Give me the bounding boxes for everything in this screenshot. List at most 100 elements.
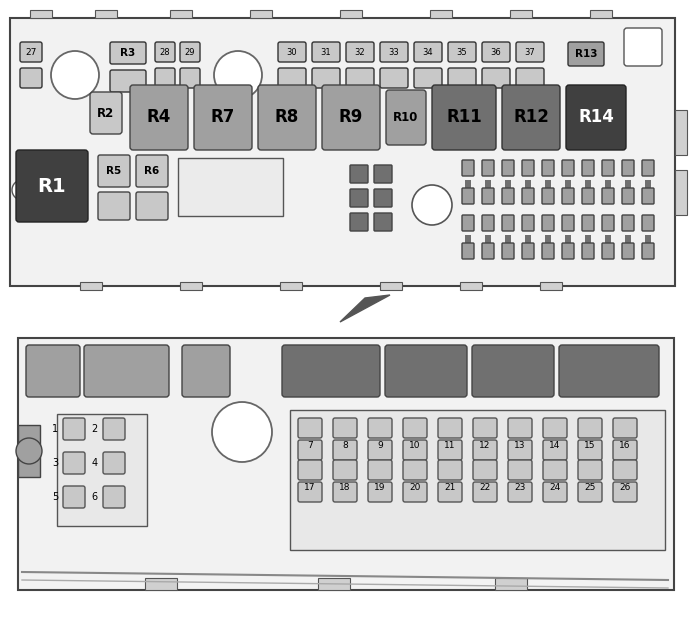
FancyBboxPatch shape — [103, 452, 125, 474]
Bar — [465, 180, 471, 190]
Bar — [525, 235, 531, 245]
Bar — [95, 10, 117, 18]
FancyBboxPatch shape — [403, 440, 427, 460]
FancyBboxPatch shape — [622, 188, 634, 204]
Bar — [625, 180, 631, 190]
FancyBboxPatch shape — [312, 68, 340, 88]
Text: 35: 35 — [457, 47, 467, 56]
FancyBboxPatch shape — [502, 188, 514, 204]
FancyBboxPatch shape — [438, 482, 462, 502]
FancyBboxPatch shape — [562, 188, 574, 204]
FancyBboxPatch shape — [522, 215, 534, 231]
FancyBboxPatch shape — [602, 215, 614, 231]
FancyBboxPatch shape — [374, 189, 392, 207]
FancyBboxPatch shape — [543, 482, 567, 502]
FancyBboxPatch shape — [472, 345, 554, 397]
Bar — [540, 282, 562, 290]
FancyBboxPatch shape — [542, 188, 554, 204]
Text: 16: 16 — [620, 440, 631, 449]
Text: 30: 30 — [287, 47, 297, 56]
Text: R1: R1 — [37, 176, 67, 196]
Text: 3: 3 — [52, 458, 58, 468]
Text: 6: 6 — [92, 492, 98, 502]
FancyBboxPatch shape — [98, 155, 130, 187]
Bar — [645, 180, 651, 190]
Bar — [545, 180, 551, 190]
FancyBboxPatch shape — [368, 418, 392, 438]
FancyBboxPatch shape — [582, 215, 594, 231]
FancyBboxPatch shape — [448, 68, 476, 88]
FancyBboxPatch shape — [403, 482, 427, 502]
FancyBboxPatch shape — [582, 188, 594, 204]
FancyBboxPatch shape — [602, 243, 614, 259]
FancyBboxPatch shape — [508, 482, 532, 502]
Text: 8: 8 — [342, 440, 348, 449]
Bar — [545, 235, 551, 245]
Text: R10: R10 — [394, 110, 419, 124]
FancyBboxPatch shape — [63, 486, 85, 508]
Text: 2: 2 — [91, 424, 98, 434]
FancyBboxPatch shape — [482, 188, 494, 204]
FancyBboxPatch shape — [542, 160, 554, 176]
FancyBboxPatch shape — [403, 418, 427, 438]
Text: R3: R3 — [121, 48, 136, 58]
FancyBboxPatch shape — [26, 345, 80, 397]
FancyBboxPatch shape — [278, 42, 306, 62]
FancyBboxPatch shape — [613, 460, 637, 480]
Text: 32: 32 — [355, 47, 365, 56]
FancyBboxPatch shape — [473, 460, 497, 480]
Circle shape — [51, 51, 99, 99]
Text: R5: R5 — [106, 166, 122, 176]
Circle shape — [12, 180, 32, 200]
FancyBboxPatch shape — [502, 160, 514, 176]
Bar — [495, 578, 527, 590]
FancyBboxPatch shape — [522, 188, 534, 204]
FancyBboxPatch shape — [385, 345, 467, 397]
FancyBboxPatch shape — [482, 68, 510, 88]
FancyBboxPatch shape — [578, 440, 602, 460]
Text: R11: R11 — [446, 108, 482, 126]
FancyBboxPatch shape — [374, 165, 392, 183]
FancyBboxPatch shape — [624, 28, 662, 66]
FancyBboxPatch shape — [482, 42, 510, 62]
Bar — [250, 10, 272, 18]
Text: 29: 29 — [185, 47, 195, 56]
FancyBboxPatch shape — [448, 42, 476, 62]
FancyBboxPatch shape — [63, 418, 85, 440]
FancyBboxPatch shape — [473, 482, 497, 502]
Text: 7: 7 — [307, 440, 313, 449]
FancyBboxPatch shape — [84, 345, 169, 397]
FancyBboxPatch shape — [110, 70, 146, 92]
Text: 13: 13 — [514, 440, 526, 449]
FancyBboxPatch shape — [462, 160, 474, 176]
FancyBboxPatch shape — [258, 85, 316, 150]
Text: 4: 4 — [92, 458, 98, 468]
FancyBboxPatch shape — [90, 92, 122, 134]
FancyBboxPatch shape — [368, 440, 392, 460]
FancyBboxPatch shape — [350, 165, 368, 183]
FancyBboxPatch shape — [438, 460, 462, 480]
FancyBboxPatch shape — [368, 482, 392, 502]
FancyBboxPatch shape — [473, 440, 497, 460]
Bar — [460, 282, 482, 290]
FancyBboxPatch shape — [562, 160, 574, 176]
FancyBboxPatch shape — [502, 215, 514, 231]
FancyBboxPatch shape — [374, 213, 392, 231]
Text: R6: R6 — [144, 166, 159, 176]
FancyBboxPatch shape — [462, 215, 474, 231]
Text: 33: 33 — [389, 47, 399, 56]
FancyBboxPatch shape — [578, 418, 602, 438]
FancyBboxPatch shape — [333, 440, 357, 460]
FancyBboxPatch shape — [502, 85, 560, 150]
FancyBboxPatch shape — [566, 85, 626, 150]
Text: 15: 15 — [584, 440, 596, 449]
Text: 10: 10 — [410, 440, 421, 449]
FancyBboxPatch shape — [350, 213, 368, 231]
Bar — [645, 235, 651, 245]
FancyBboxPatch shape — [368, 460, 392, 480]
FancyBboxPatch shape — [642, 243, 654, 259]
FancyBboxPatch shape — [346, 42, 374, 62]
Bar — [485, 235, 491, 245]
FancyBboxPatch shape — [578, 460, 602, 480]
Bar — [178, 158, 283, 216]
